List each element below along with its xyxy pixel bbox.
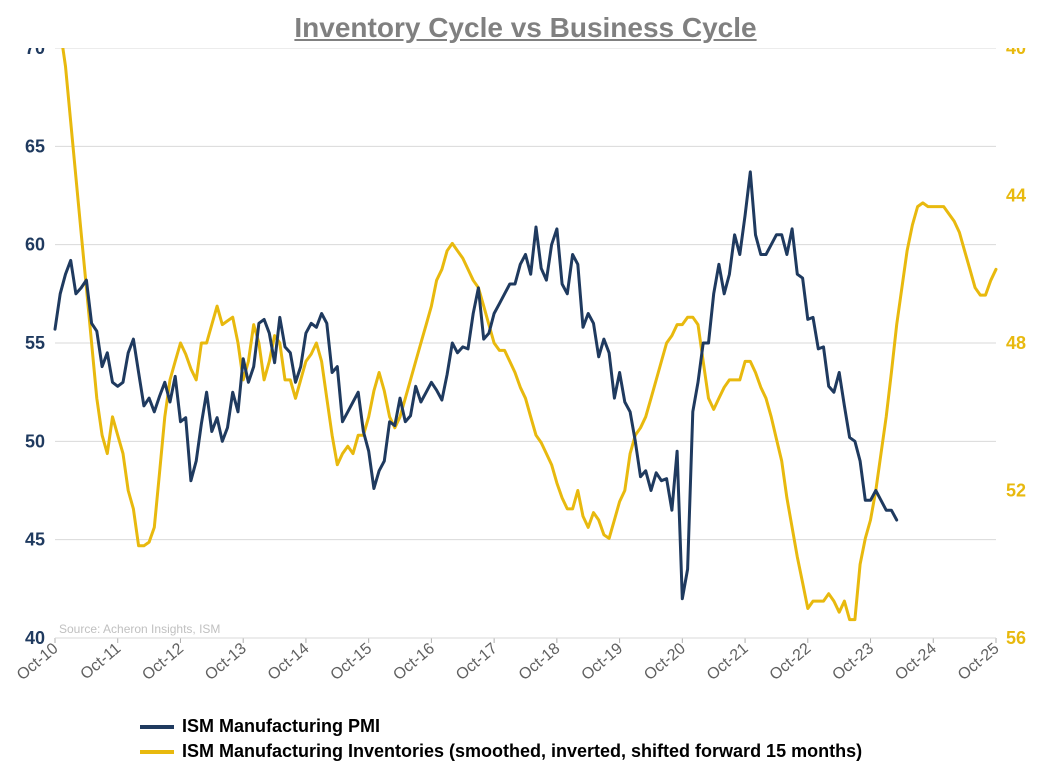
legend-swatch-pmi <box>140 725 174 729</box>
legend: ISM Manufacturing PMI ISM Manufacturing … <box>0 708 1051 764</box>
svg-text:70: 70 <box>25 48 45 58</box>
chart-area: 404550556065704044485256Oct-10Oct-11Oct-… <box>0 48 1051 708</box>
svg-text:Oct-13: Oct-13 <box>202 640 250 684</box>
svg-text:Oct-22: Oct-22 <box>767 640 815 684</box>
svg-text:50: 50 <box>25 431 45 451</box>
svg-text:56: 56 <box>1006 628 1026 648</box>
svg-text:Oct-17: Oct-17 <box>453 640 501 684</box>
svg-text:Oct-14: Oct-14 <box>265 640 313 684</box>
source-attribution: Source: Acheron Insights, ISM <box>59 622 220 636</box>
legend-item-pmi: ISM Manufacturing PMI <box>140 714 1051 739</box>
svg-text:Oct-12: Oct-12 <box>139 640 187 684</box>
svg-text:Oct-18: Oct-18 <box>516 640 564 684</box>
svg-text:40: 40 <box>25 628 45 648</box>
svg-text:Oct-25: Oct-25 <box>955 640 1003 684</box>
legend-swatch-inv <box>140 750 174 754</box>
legend-item-inv: ISM Manufacturing Inventories (smoothed,… <box>140 739 1051 764</box>
legend-label-inv: ISM Manufacturing Inventories (smoothed,… <box>182 741 862 762</box>
svg-text:Oct-16: Oct-16 <box>390 640 438 684</box>
svg-text:Oct-21: Oct-21 <box>704 640 752 684</box>
svg-text:40: 40 <box>1006 48 1026 58</box>
legend-label-pmi: ISM Manufacturing PMI <box>182 716 380 737</box>
svg-text:Oct-11: Oct-11 <box>78 640 125 683</box>
svg-text:Oct-19: Oct-19 <box>578 640 626 684</box>
chart-svg: 404550556065704044485256Oct-10Oct-11Oct-… <box>0 48 1051 708</box>
svg-text:45: 45 <box>25 530 45 550</box>
svg-text:55: 55 <box>25 333 45 353</box>
svg-text:Oct-15: Oct-15 <box>328 640 376 684</box>
svg-text:Oct-20: Oct-20 <box>641 640 689 684</box>
chart-title: Inventory Cycle vs Business Cycle <box>0 0 1051 48</box>
svg-text:52: 52 <box>1006 481 1026 501</box>
svg-text:44: 44 <box>1006 186 1026 206</box>
svg-text:Oct-24: Oct-24 <box>892 640 940 684</box>
svg-text:48: 48 <box>1006 333 1026 353</box>
svg-text:Oct-23: Oct-23 <box>829 640 877 684</box>
svg-text:65: 65 <box>25 136 45 156</box>
svg-text:60: 60 <box>25 235 45 255</box>
